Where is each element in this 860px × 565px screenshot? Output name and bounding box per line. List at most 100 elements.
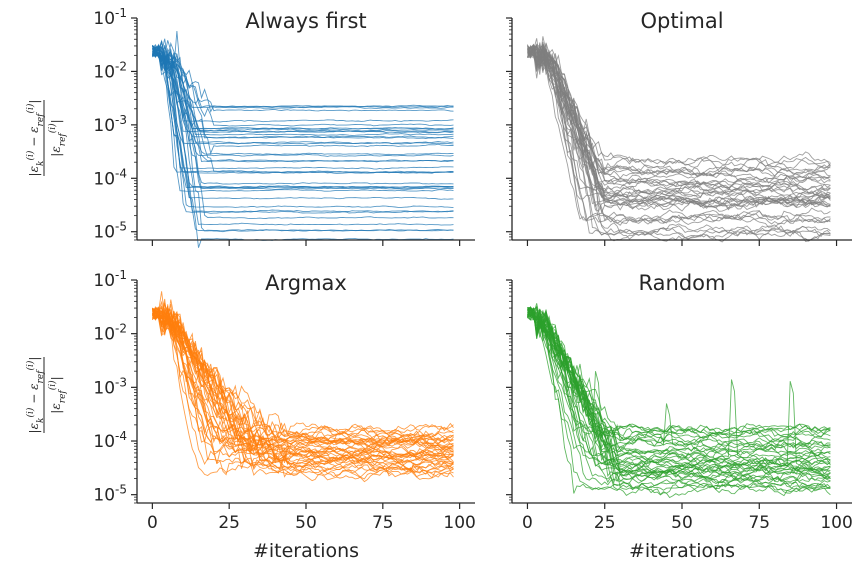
series-line — [151, 308, 454, 476]
x-tick-label: 50 — [295, 513, 317, 533]
series-line — [152, 38, 454, 190]
panel-random: 0 25 50 75 100 Random #iterations — [506, 271, 853, 562]
panel-optimal: Optimal — [506, 9, 852, 246]
y-tick-label: 10-1 — [93, 6, 127, 29]
series-line — [151, 310, 454, 460]
series-line — [152, 44, 454, 209]
series-line — [152, 311, 454, 461]
series-line — [151, 47, 454, 185]
panel-argmax: 0 25 50 75 100 10-1 10-2 10-3 10-4 10-5 Argmax #ite… — [93, 268, 475, 562]
series-line — [151, 51, 454, 156]
series-line — [152, 39, 454, 174]
series-line — [527, 43, 831, 224]
series-line — [152, 54, 454, 174]
y-axis-label-top: |εk(i) − εref(i)| |εref(i)| — [25, 100, 68, 177]
series-line — [151, 45, 454, 200]
y-tick-label: 10-2 — [93, 59, 127, 82]
y-tick-label: 10-1 — [93, 268, 127, 291]
series-line — [152, 43, 454, 133]
series-line — [152, 40, 454, 145]
series-line — [152, 48, 454, 112]
x-tick-label: 0 — [522, 513, 533, 533]
series-line — [151, 308, 454, 482]
series-line — [152, 47, 454, 220]
x-tick-label: 0 — [147, 513, 158, 533]
series-group — [527, 303, 831, 499]
panel-title: Argmax — [265, 271, 347, 295]
series-line — [152, 49, 454, 130]
series-group — [151, 30, 454, 248]
series-line — [527, 46, 831, 208]
series-line — [152, 291, 454, 467]
series-line — [527, 311, 831, 485]
series-line — [527, 44, 831, 175]
series-line — [527, 307, 831, 475]
series-line — [152, 43, 454, 131]
series-line — [527, 308, 831, 436]
series-line — [152, 49, 454, 232]
series-line — [152, 48, 454, 155]
series-line — [527, 307, 831, 466]
series-line — [527, 305, 831, 452]
series-line — [527, 49, 831, 237]
series-line — [151, 45, 454, 127]
y-tick-label: 10-2 — [93, 322, 127, 345]
x-tick-label: 25 — [594, 513, 616, 533]
series-line — [527, 44, 831, 167]
series-line — [152, 44, 454, 189]
series-line — [152, 49, 454, 108]
panel-always-first: 10-1 10-2 10-3 10-4 10-5 Always first — [93, 6, 475, 248]
series-line — [152, 48, 454, 139]
x-tick-label: 75 — [372, 513, 394, 533]
series-line — [527, 43, 831, 177]
series-line — [152, 302, 454, 443]
series-line — [152, 41, 454, 192]
series-line — [527, 307, 831, 491]
series-line — [152, 45, 454, 233]
y-tick-label: 10-5 — [93, 220, 127, 243]
series-line — [527, 306, 831, 476]
x-axis-label: #iterations — [253, 540, 359, 562]
y-tick-label: 10-5 — [93, 483, 127, 506]
series-line — [152, 310, 454, 480]
x-tick-label: 100 — [443, 513, 475, 533]
series-line — [152, 44, 454, 140]
series-line — [152, 30, 454, 109]
series-line — [527, 43, 831, 199]
series-line — [152, 47, 454, 170]
series-line — [152, 304, 454, 479]
series-line — [527, 43, 831, 242]
series-line — [152, 311, 454, 445]
series-line — [527, 46, 831, 228]
series-line — [152, 304, 454, 464]
x-tick-label: 25 — [218, 513, 240, 533]
series-line — [527, 307, 831, 465]
svg-text:|εref(i)|: |εref(i)| — [47, 376, 68, 413]
y-tick-label: 10-4 — [93, 429, 127, 452]
svg-text:|εref(i)|: |εref(i)| — [47, 119, 68, 156]
x-tick-label: 75 — [748, 513, 770, 533]
series-line — [152, 48, 454, 113]
series-line — [152, 46, 454, 163]
series-line — [151, 45, 454, 213]
series-line — [152, 41, 454, 226]
series-group — [151, 291, 454, 483]
panel-title: Optimal — [640, 9, 723, 33]
series-line — [527, 44, 831, 175]
series-line — [152, 52, 454, 134]
series-line — [527, 303, 831, 497]
y-axis-label-bottom: |εk(i) − εref(i)| |εref(i)| — [25, 357, 68, 434]
x-axis-label: #iterations — [629, 540, 735, 562]
panel-title: Always first — [245, 9, 366, 33]
series-line — [151, 45, 454, 132]
y-tick-label: 10-4 — [93, 166, 127, 189]
y-tick-label: 10-3 — [93, 113, 127, 136]
series-line — [152, 46, 454, 136]
series-line — [152, 311, 454, 463]
x-tick-label: 100 — [820, 513, 852, 533]
x-tick-label: 50 — [671, 513, 693, 533]
series-line — [152, 53, 454, 145]
series-line — [152, 307, 454, 438]
series-group — [527, 36, 831, 243]
